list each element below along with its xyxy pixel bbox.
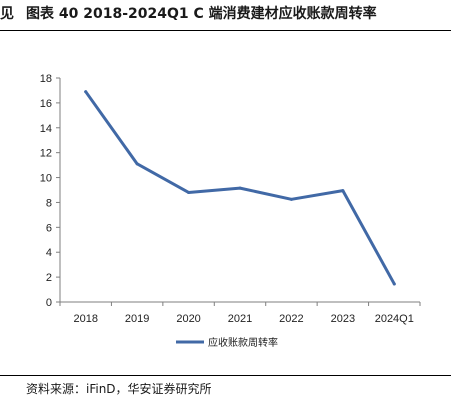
x-tick-label: 2024Q1	[375, 313, 414, 325]
legend: 应收账款周转率	[176, 336, 278, 349]
y-tick-label: 0	[46, 297, 52, 309]
y-tick-label: 6	[46, 222, 52, 234]
x-axis: 2018 2019 2020 2021 2022 2023 2024Q1	[59, 301, 421, 325]
x-tick-label: 2020	[176, 313, 200, 325]
figure-header: 见 图表 40 2018-2024Q1 C 端消费建材应收账款周转率	[0, 0, 451, 30]
x-tick-label: 2019	[125, 313, 149, 325]
data-point	[187, 190, 191, 194]
header-prefix: 见	[0, 6, 14, 22]
series-layer	[84, 90, 396, 286]
y-tick-label: 2	[46, 272, 52, 284]
bottom-rule	[0, 375, 451, 376]
y-tick-label: 14	[40, 123, 52, 135]
source-note: 资料来源：iFinD，华安证券研究所	[26, 382, 212, 396]
data-point	[392, 282, 396, 286]
data-point	[341, 189, 345, 193]
data-point	[238, 186, 242, 190]
data-point	[135, 162, 139, 166]
y-tick-label: 4	[46, 247, 52, 259]
y-tick-label: 12	[40, 148, 52, 160]
data-point	[289, 197, 293, 201]
x-tick-label: 2022	[279, 313, 303, 325]
x-tick-label: 2023	[331, 313, 355, 325]
y-axis: 0 2 4 6 8 10 12 14 16 18	[40, 73, 61, 309]
x-tick-label: 2018	[73, 313, 97, 325]
legend-label: 应收账款周转率	[208, 336, 278, 349]
y-tick-label: 18	[40, 73, 52, 85]
x-tick-label: 2021	[228, 313, 252, 325]
line-chart: 0 2 4 6 8 10 12 14 16 18 2018 2019 2020 2021 2022 2023…	[40, 73, 421, 349]
chart-title: 图表 40 2018-2024Q1 C 端消费建材应收账款周转率	[26, 6, 377, 22]
top-rule	[0, 30, 451, 31]
y-tick-label: 16	[40, 98, 52, 110]
y-tick-label: 8	[46, 197, 52, 209]
y-tick-label: 10	[40, 173, 52, 185]
data-point	[84, 90, 88, 94]
